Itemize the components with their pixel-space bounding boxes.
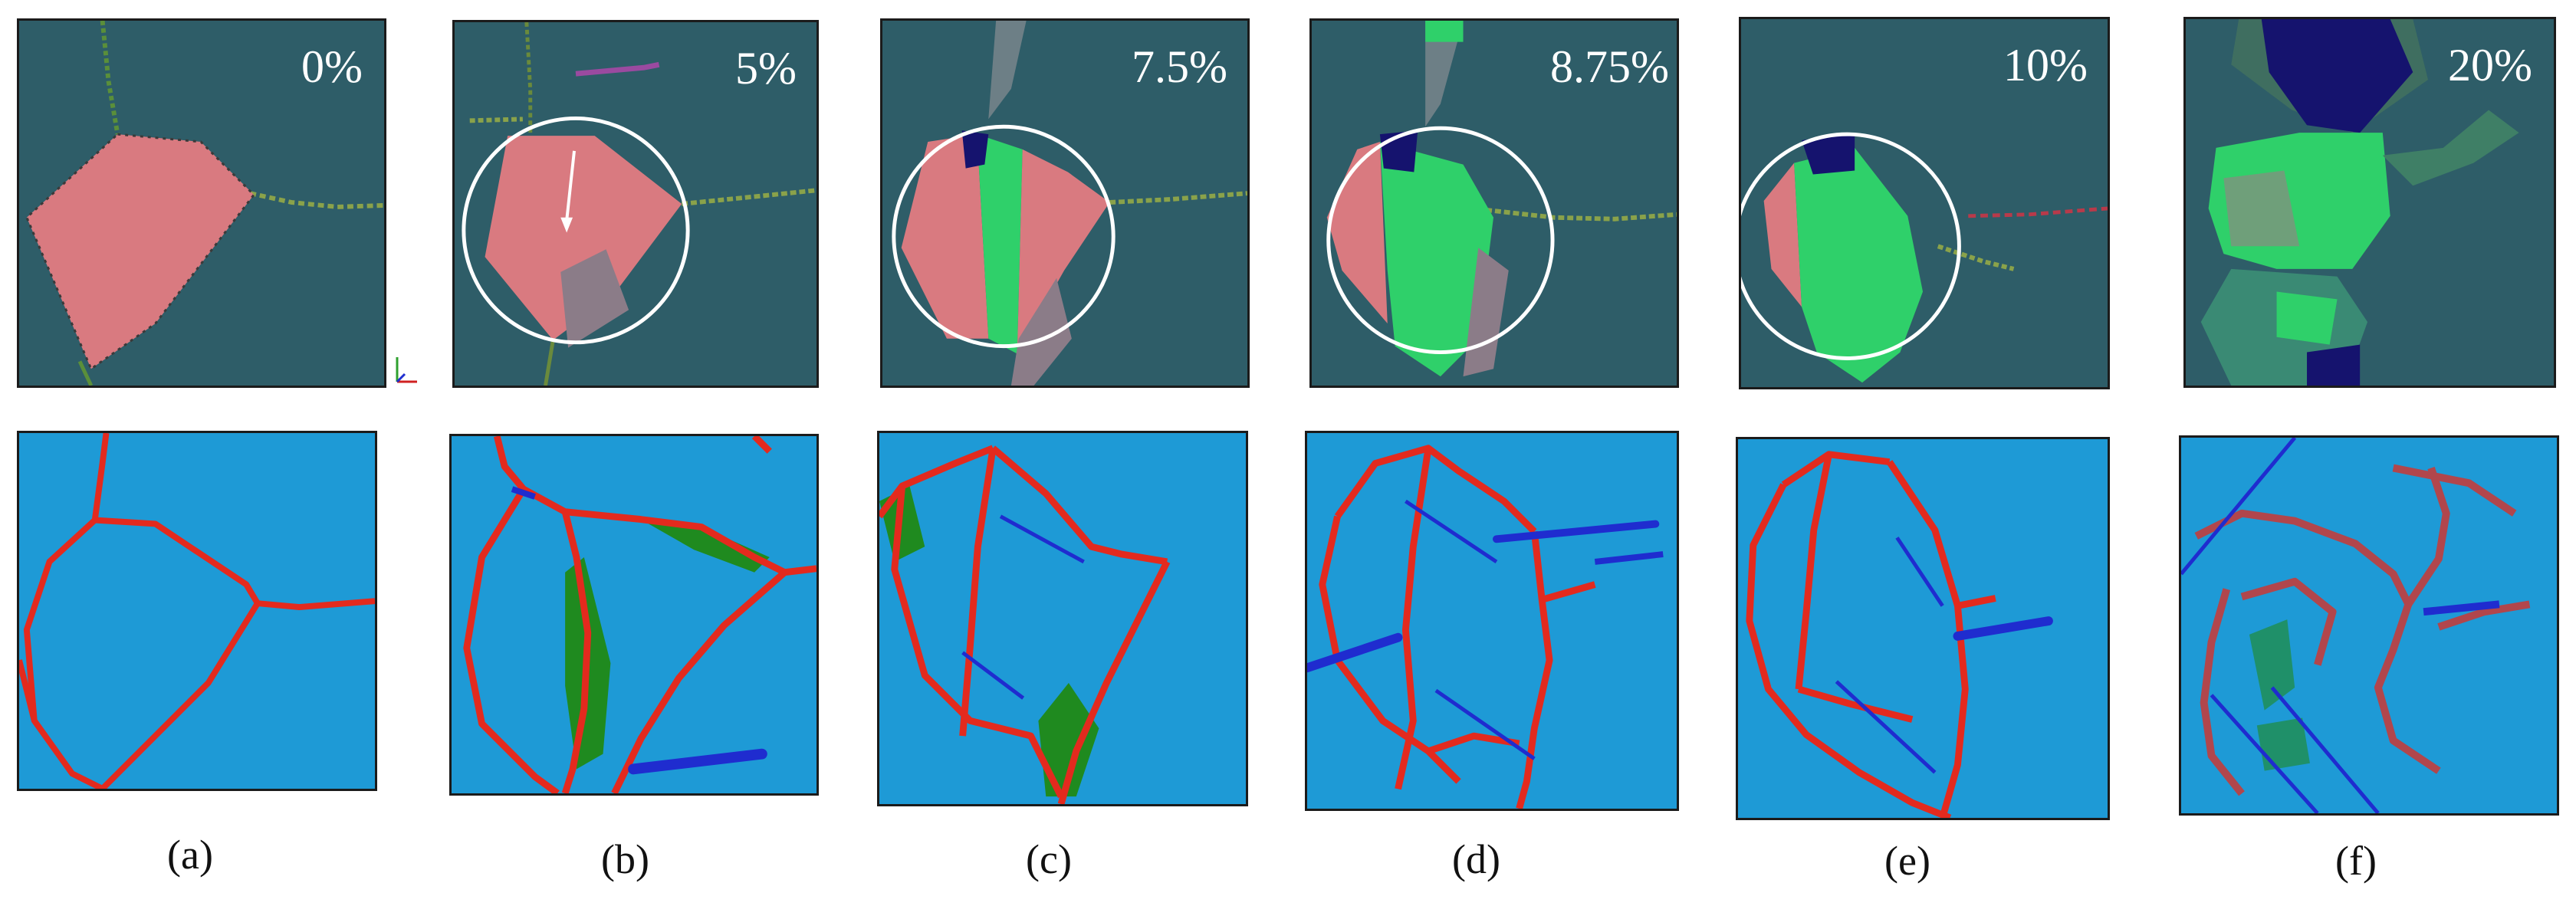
panel-a-top: 0% bbox=[17, 18, 386, 388]
strain-label-b: 5% bbox=[735, 43, 797, 94]
grain-boundaries bbox=[1746, 451, 1996, 818]
original-grain bbox=[1763, 162, 1802, 307]
arrow-icon bbox=[565, 150, 576, 221]
defect-region bbox=[1038, 682, 1099, 797]
strain-label-c: 7.5% bbox=[1132, 41, 1227, 92]
transformed-grain bbox=[1794, 147, 1924, 383]
grain-boundaries bbox=[2194, 464, 2531, 796]
grain-boundaries bbox=[1319, 445, 1596, 809]
grain-map-d bbox=[1312, 21, 1677, 386]
dislocation-line bbox=[1307, 632, 1403, 673]
strain-label-f: 20% bbox=[2448, 40, 2532, 90]
panel-e-bottom bbox=[1736, 437, 2110, 820]
atom-map-e bbox=[1738, 439, 2108, 818]
highlight-circle bbox=[1326, 126, 1555, 355]
panel-e-top: 10% bbox=[1739, 17, 2110, 389]
strain-label-d: 8.75% bbox=[1550, 41, 1669, 92]
panel-d-bottom bbox=[1305, 431, 1679, 811]
highlight-circle bbox=[462, 116, 690, 345]
atom-map-a bbox=[19, 433, 375, 789]
strain-label-e: 10% bbox=[2003, 40, 2088, 90]
void-region bbox=[1802, 133, 1855, 175]
panel-b-bottom bbox=[449, 434, 819, 796]
panel-d-top: 8.75% bbox=[1309, 18, 1679, 388]
void-region bbox=[961, 130, 989, 169]
dislocation-line bbox=[999, 514, 1085, 564]
strain-label-a: 0% bbox=[301, 41, 363, 92]
original-grain bbox=[485, 136, 682, 340]
grain-boundaries bbox=[19, 433, 375, 789]
panel-c-bottom bbox=[877, 431, 1248, 806]
defect-region bbox=[2249, 619, 2295, 711]
grain-boundaries bbox=[463, 436, 816, 793]
caption-f: (f) bbox=[2335, 838, 2377, 884]
grain-map-a bbox=[19, 21, 384, 386]
axis-triad-icon bbox=[396, 357, 417, 383]
atom-map-b bbox=[452, 436, 816, 793]
panel-b-top: 5% bbox=[452, 20, 819, 388]
dislocation-line bbox=[2181, 438, 2297, 576]
void-region bbox=[2261, 19, 2413, 133]
caption-c: (c) bbox=[1026, 836, 1072, 882]
grain-boundaries bbox=[879, 445, 1171, 804]
panel-f-bottom bbox=[2179, 435, 2559, 816]
caption-e: (e) bbox=[1884, 838, 1930, 884]
caption-a: (a) bbox=[167, 832, 213, 878]
atom-map-c bbox=[879, 433, 1246, 804]
caption-b: (b) bbox=[601, 836, 649, 882]
dislocation-line bbox=[1953, 616, 2053, 641]
grain-map-f bbox=[2186, 19, 2554, 386]
transformed-grain bbox=[977, 134, 1023, 354]
dislocation-line bbox=[628, 748, 767, 775]
highlight-circle bbox=[892, 124, 1116, 349]
original-grain bbox=[26, 134, 255, 369]
grain-map-c bbox=[882, 21, 1247, 386]
atom-map-f bbox=[2181, 438, 2557, 813]
panel-c-top: 7.5% bbox=[880, 18, 1250, 388]
caption-d: (d) bbox=[1452, 836, 1500, 882]
original-grain-right bbox=[1017, 149, 1110, 354]
panel-a-bottom bbox=[17, 431, 377, 791]
panel-f-top: 20% bbox=[2183, 17, 2556, 388]
highlight-circle bbox=[1741, 132, 1961, 360]
original-grain-left bbox=[901, 134, 989, 339]
grain-map-e bbox=[1741, 19, 2108, 387]
transformed-grain bbox=[1379, 142, 1494, 377]
grain-map-b bbox=[455, 22, 816, 386]
atom-map-d bbox=[1307, 433, 1677, 809]
